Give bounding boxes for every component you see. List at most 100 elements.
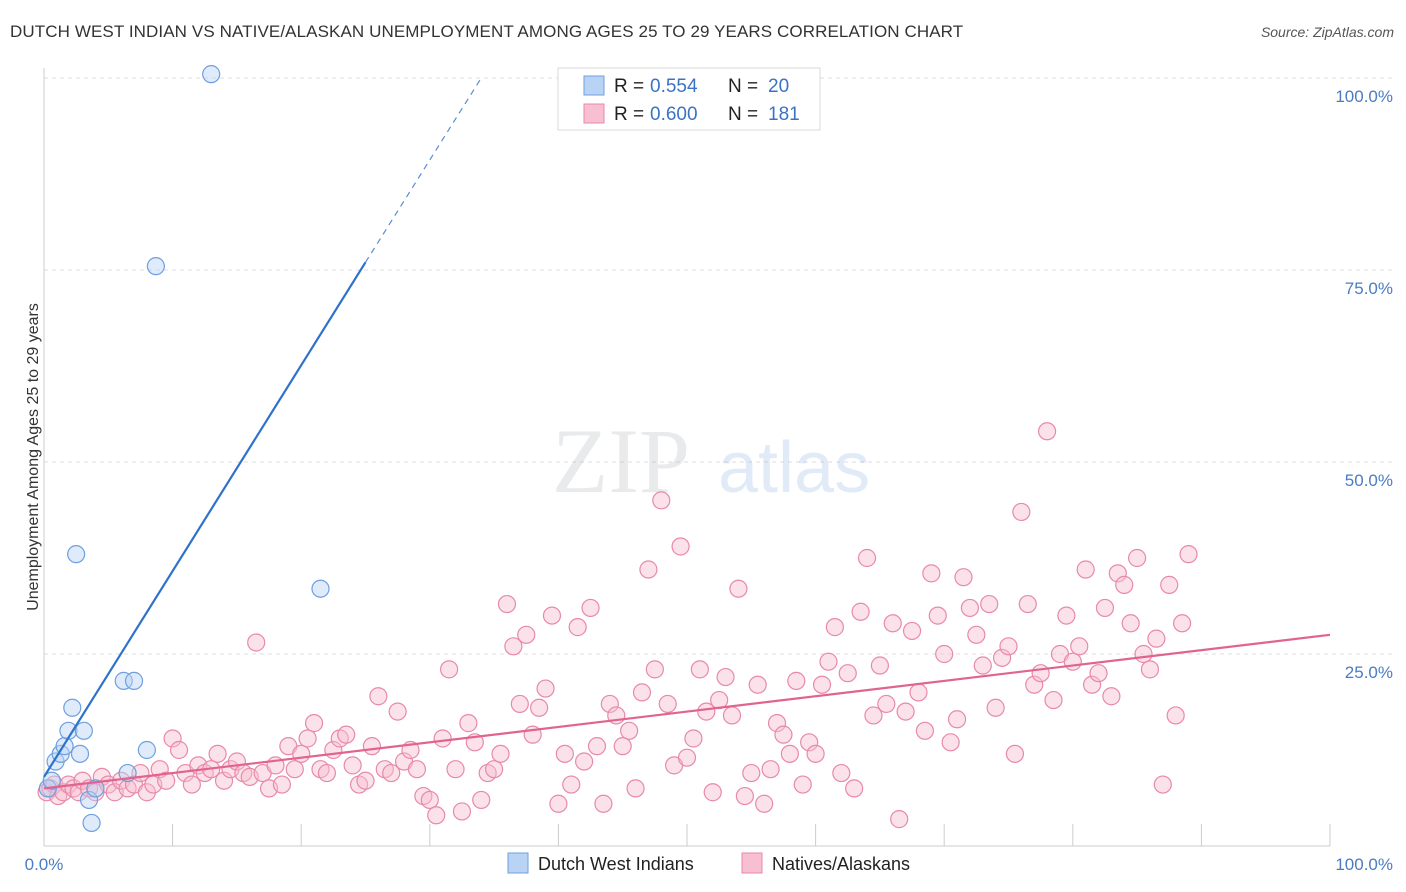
stats-r-value-pink: 0.600 [650, 104, 698, 125]
natives-alaskans-point-95 [632, 683, 652, 702]
natives-alaskans-point-122 [806, 744, 825, 763]
natives-alaskans-point-141 [928, 606, 947, 625]
natives-alaskans-point-44 [304, 714, 324, 733]
natives-alaskans-point-156 [1025, 675, 1044, 694]
legend-label-dutch-west-indians: Dutch West Indians [538, 854, 694, 874]
dutch-west-indians-point-10 [79, 790, 99, 810]
natives-alaskans-point-132 [870, 656, 890, 675]
natives-alaskans-point-168 [1102, 687, 1121, 706]
natives-alaskans-point-118 [780, 744, 799, 763]
dutch-west-indians-point-17 [146, 257, 165, 276]
natives-alaskans-point-163 [1070, 637, 1089, 656]
natives-alaskans-point-90 [600, 694, 619, 714]
watermark: ZIP atlas [552, 410, 870, 512]
natives-alaskans-point-68 [459, 714, 478, 733]
natives-alaskans-point-114 [755, 794, 774, 813]
natives-alaskans-point-101 [671, 537, 690, 556]
natives-alaskans-point-65 [439, 660, 459, 679]
dutch-west-indians-point-16 [137, 740, 156, 760]
natives-alaskans-point-97 [645, 660, 664, 679]
natives-alaskans-point-150 [986, 698, 1005, 717]
natives-alaskans-point-149 [980, 594, 999, 614]
grid-layer [44, 77, 1396, 655]
natives-alaskans-point-171 [1121, 614, 1140, 633]
natives-alaskans-point-102 [677, 748, 697, 767]
natives-alaskans-point-148 [973, 656, 992, 675]
natives-alaskans-point-146 [960, 598, 980, 618]
natives-alaskans-point-49 [337, 725, 356, 744]
natives-alaskans-point-158 [1037, 422, 1057, 441]
legend-swatch-natives-alaskans [741, 852, 763, 874]
natives-alaskans-point-85 [568, 618, 587, 637]
natives-alaskans-point-174 [1140, 660, 1160, 679]
natives-alaskans-point-92 [613, 737, 632, 756]
tick-labels: 25.0% 50.0% 75.0% 100.0% 0.0% 100.0% [25, 87, 1393, 874]
natives-alaskans-point-70 [472, 790, 491, 810]
dutch-west-indians-point-7 [67, 545, 86, 564]
stats-legend: R = 0.554 N = 20 R = 0.600 N = 181 [557, 67, 821, 131]
natives-alaskans-point-53 [362, 737, 382, 756]
natives-alaskans-point-110 [729, 579, 748, 598]
dutch-west-indians-point-12 [86, 779, 105, 798]
natives-alaskans-point-43 [298, 729, 317, 748]
natives-alaskans-point-66 [446, 760, 465, 779]
natives-alaskans-point-117 [774, 725, 793, 744]
series-dutch-west-indians [38, 65, 330, 833]
natives-alaskans-point-133 [877, 694, 896, 714]
y-tick-label-1: 50.0% [1345, 471, 1393, 490]
natives-alaskans-point-179 [1173, 614, 1192, 633]
natives-alaskans-point-81 [542, 606, 562, 625]
natives-alaskans-point-80 [536, 679, 555, 698]
natives-alaskans-point-35 [247, 633, 266, 652]
natives-alaskans-point-39 [272, 775, 292, 794]
natives-alaskans-point-125 [825, 618, 844, 637]
natives-alaskans-point-139 [915, 721, 935, 740]
natives-alaskans-point-87 [581, 598, 600, 618]
trend-line-natives-alaskans [43, 633, 1331, 790]
natives-alaskans-point-46 [317, 763, 337, 783]
dutch-west-indians-point-15 [124, 671, 144, 690]
trend-lines [43, 77, 1331, 790]
natives-alaskans-point-50 [343, 756, 362, 775]
natives-alaskans-point-126 [832, 763, 851, 783]
natives-alaskans-point-137 [902, 621, 922, 641]
natives-alaskans-point-103 [684, 729, 703, 748]
natives-alaskans-point-178 [1166, 706, 1185, 725]
natives-alaskans-point-108 [716, 667, 735, 687]
natives-alaskans-point-52 [356, 771, 375, 790]
natives-alaskans-point-84 [562, 775, 581, 794]
natives-alaskans-point-83 [555, 744, 574, 763]
natives-alaskans-point-153 [1005, 744, 1025, 763]
natives-alaskans-point-29 [208, 744, 227, 763]
trend-line-dutch-west-indians [43, 261, 367, 778]
dutch-west-indians-point-18 [202, 65, 221, 84]
natives-alaskans-point-121 [800, 733, 819, 752]
natives-alaskans-point-99 [658, 694, 677, 714]
stats-n-label-pink: N = [728, 104, 758, 125]
natives-alaskans-point-60 [407, 760, 427, 779]
natives-alaskans-point-111 [735, 786, 754, 806]
natives-alaskans-point-113 [748, 675, 767, 694]
natives-alaskans-point-88 [587, 737, 607, 756]
natives-alaskans-point-157 [1031, 664, 1050, 683]
watermark-zip: ZIP [552, 410, 690, 512]
source-credit: Source: ZipAtlas.com [1260, 24, 1394, 40]
natives-alaskans-point-177 [1160, 575, 1179, 594]
natives-alaskans-point-86 [575, 752, 594, 771]
natives-alaskans-point-144 [947, 710, 967, 729]
natives-alaskans-point-112 [742, 763, 761, 783]
natives-alaskans-point-169 [1108, 564, 1127, 583]
stats-r-value-blue: 0.554 [650, 76, 698, 97]
y-axis-label: Unemployment Among Ages 25 to 29 years [25, 303, 42, 611]
natives-alaskans-point-54 [369, 687, 388, 706]
natives-alaskans-point-147 [967, 625, 986, 644]
natives-alaskans-point-96 [639, 560, 658, 579]
natives-alaskans-point-136 [896, 702, 915, 721]
y-tick-label-2: 75.0% [1345, 279, 1393, 298]
natives-alaskans-point-161 [1057, 606, 1076, 625]
natives-alaskans-point-180 [1179, 545, 1198, 564]
natives-alaskans-point-131 [864, 706, 883, 725]
natives-alaskans-point-170 [1115, 575, 1134, 594]
natives-alaskans-point-89 [594, 794, 613, 813]
